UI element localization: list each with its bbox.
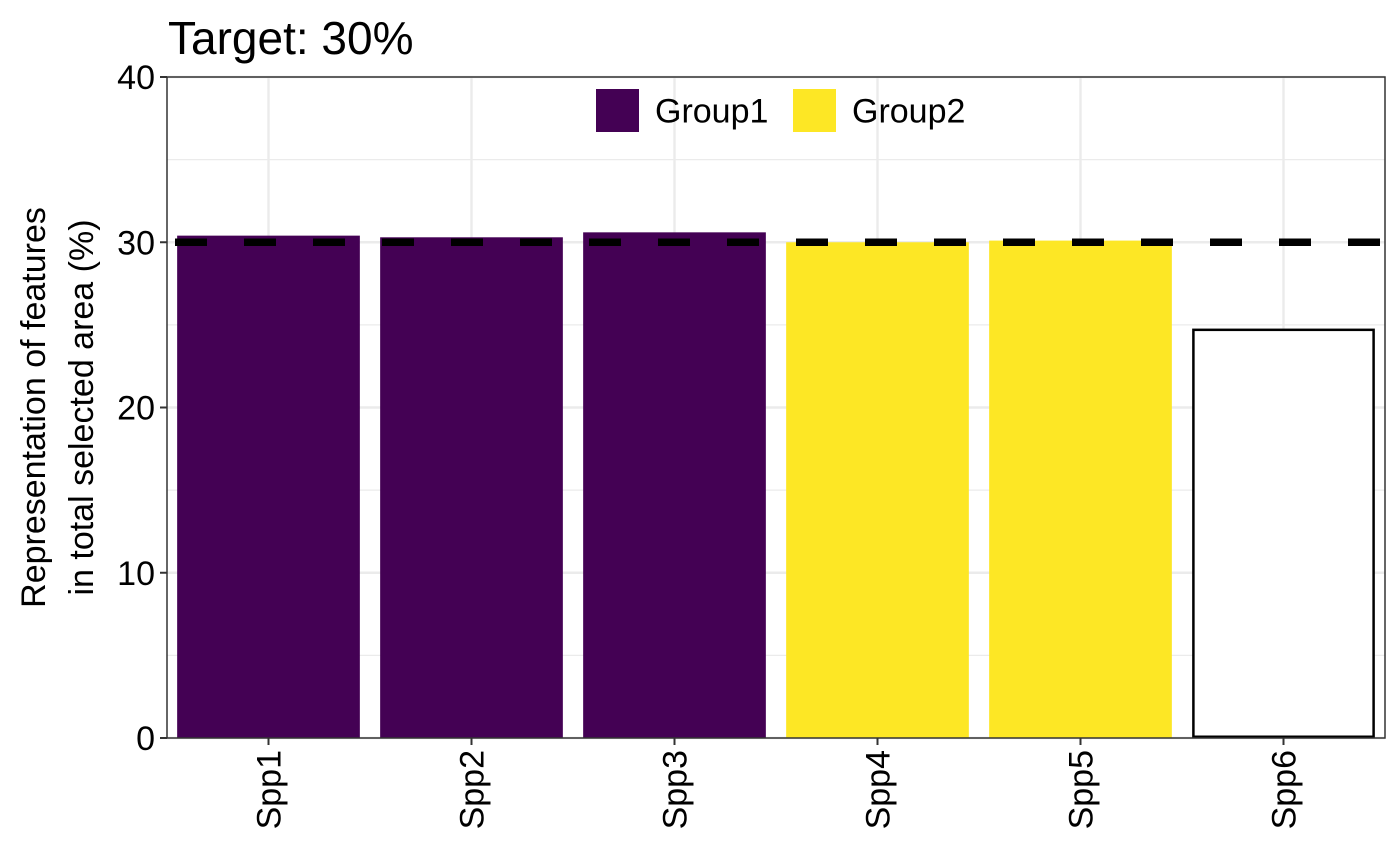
y-tick-label: 10 bbox=[117, 555, 155, 593]
chart-title: Target: 30% bbox=[168, 12, 413, 64]
bar-spp2 bbox=[380, 237, 563, 739]
legend-key-group1 bbox=[596, 89, 639, 132]
y-axis-title: Representation of features in total selec… bbox=[15, 207, 101, 608]
bar-spp5 bbox=[989, 240, 1172, 738]
bar-spp6 bbox=[1192, 328, 1375, 738]
bar-spp1 bbox=[177, 235, 360, 738]
y-tick-label: 20 bbox=[117, 390, 155, 428]
y-axis-title-line: in total selected area (%) bbox=[63, 219, 101, 595]
legend: Group1 Group2 bbox=[596, 89, 965, 132]
x-tick-label: Spp3 bbox=[657, 750, 695, 829]
bars bbox=[177, 232, 1375, 739]
y-axis: 0 10 20 30 40 bbox=[117, 59, 167, 758]
x-tick-label: Spp5 bbox=[1063, 750, 1101, 829]
x-tick-label: Spp2 bbox=[454, 750, 492, 829]
x-tick-label: Spp1 bbox=[251, 750, 289, 829]
x-axis: Spp1 Spp2 Spp3 Spp4 Spp5 Spp6 bbox=[251, 738, 1304, 829]
legend-label-group1: Group1 bbox=[655, 93, 768, 131]
y-tick-label: 0 bbox=[136, 720, 155, 758]
y-tick-label: 30 bbox=[117, 224, 155, 262]
legend-label-group2: Group2 bbox=[852, 93, 965, 131]
bar-spp4 bbox=[786, 242, 969, 738]
panel-border bbox=[166, 76, 1386, 739]
x-tick-label: Spp6 bbox=[1266, 750, 1304, 829]
y-tick-label: 40 bbox=[117, 59, 155, 97]
legend-key-group2 bbox=[793, 89, 836, 132]
x-tick-label: Spp4 bbox=[860, 750, 898, 829]
bar-spp3 bbox=[583, 232, 766, 738]
y-axis-title-line: Representation of features bbox=[15, 207, 53, 608]
